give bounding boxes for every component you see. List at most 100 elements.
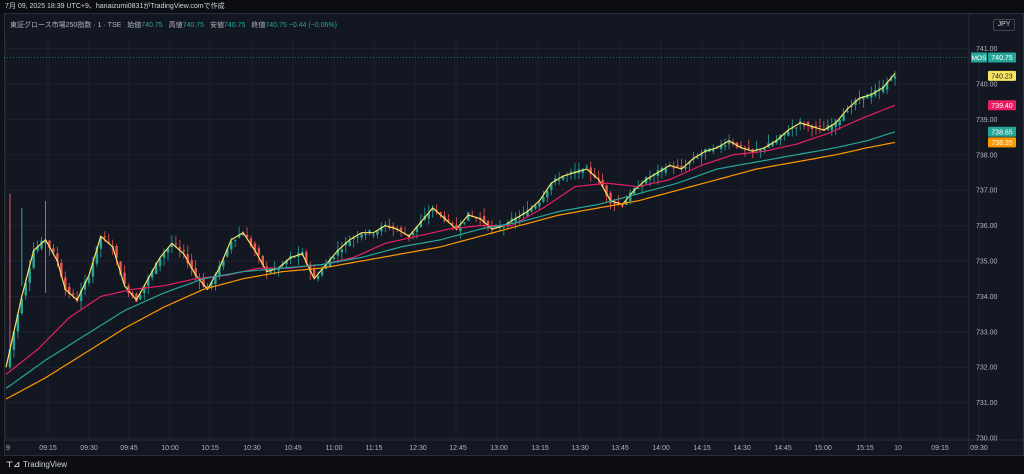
y-tick-label: 730.00: [976, 436, 998, 443]
change-value: −0.44 (−0.06%): [288, 22, 337, 29]
candle-body: [352, 238, 355, 240]
candle-body: [115, 245, 118, 258]
price-tag-box: [988, 126, 1016, 137]
price-tags: 740.75 MOS 740.23 739.40 738.65 738.35: [971, 52, 1016, 148]
candle-body: [858, 98, 861, 100]
candle-body: [48, 240, 51, 248]
candle-body: [107, 241, 110, 243]
low-value: 740.75: [223, 22, 246, 29]
candle-body: [305, 251, 308, 264]
candle-body: [210, 282, 213, 287]
x-tick-label: 14:45: [774, 445, 792, 452]
x-tick-label: 10:45: [284, 445, 302, 452]
candle-body: [510, 218, 513, 222]
candle-body: [8, 349, 12, 368]
price-tag: 740.23: [988, 70, 1016, 81]
x-tick-label: 12:45: [449, 445, 467, 452]
x-tick-label: 13:00: [490, 445, 508, 452]
candle-body: [798, 121, 802, 124]
candle-body: [332, 257, 336, 260]
candle-body: [230, 241, 233, 250]
snapshot-header: 7月 09, 2025 18:39 UTC+9、hanaizumi0831がTr…: [0, 0, 1024, 13]
candle-body: [257, 248, 261, 256]
candle-body: [419, 221, 423, 228]
brand-name[interactable]: TradingView: [23, 460, 68, 469]
candle-body: [597, 177, 600, 179]
candle-body: [249, 238, 253, 246]
candle-body: [95, 246, 99, 264]
candle-body: [455, 224, 458, 230]
x-tick-label: 11:00: [326, 445, 343, 452]
candle-body: [518, 217, 521, 219]
candle-body: [360, 234, 363, 238]
candle-body: [870, 93, 873, 98]
candle-body: [71, 293, 75, 295]
candle-body: [147, 277, 150, 287]
symbol-legend: 東証グロース市場250指数 · 1 · TSE 始値740.75 高値740.7…: [10, 20, 337, 30]
candle-body: [818, 125, 822, 127]
candle-body: [842, 114, 845, 121]
y-tick-label: 739.00: [976, 117, 998, 124]
x-tick-label: 09:45: [120, 445, 138, 452]
price-tag-value: 738.35: [991, 140, 1013, 147]
candle-body: [589, 167, 592, 174]
candle-body: [439, 212, 442, 215]
candle-body: [170, 243, 174, 248]
candle-body: [64, 277, 67, 290]
candle-body: [174, 243, 178, 245]
candle-body: [162, 253, 166, 258]
candle-body: [486, 220, 490, 229]
candle-body: [135, 293, 138, 302]
x-tick-label: 14:15: [693, 445, 711, 452]
ma_long-line: [5, 141, 896, 400]
candle-body: [621, 204, 624, 207]
x-tick-label: 10:15: [201, 445, 219, 452]
candle-body: [324, 263, 328, 269]
candle-body: [380, 226, 383, 232]
candle-body: [32, 250, 35, 268]
candle-body: [633, 188, 636, 195]
candle-body: [534, 205, 537, 209]
low-label: 安値: [209, 22, 224, 29]
candle-body: [178, 246, 182, 250]
currency-button[interactable]: JPY: [993, 19, 1015, 31]
candle-body: [514, 217, 517, 222]
candle-body: [399, 227, 403, 231]
candle-body: [447, 219, 450, 222]
candle-body: [498, 227, 502, 229]
candle-body: [237, 234, 241, 238]
candle-body: [435, 209, 438, 211]
candle-body: [320, 269, 324, 276]
candle-body: [348, 240, 351, 246]
x-tick-label: 10: [894, 445, 902, 452]
candle-body: [36, 246, 39, 251]
price-tag: 738.65: [988, 126, 1016, 137]
close-value: 740.75: [265, 22, 287, 29]
candle-body: [139, 295, 142, 300]
chart-grid: [4, 13, 1024, 456]
tradingview-logo-icon[interactable]: ⊤⊿: [6, 460, 21, 469]
candle-body: [684, 167, 687, 169]
chart-frame[interactable]: [4, 13, 1024, 456]
candle-body: [214, 274, 217, 284]
candle-body: [222, 260, 225, 267]
candle-body: [364, 233, 367, 236]
candle-body: [83, 281, 87, 290]
candle-body: [806, 122, 810, 125]
candle-body: [739, 145, 743, 147]
candle-body: [712, 148, 715, 152]
candle-body: [218, 265, 221, 277]
candle-body: [881, 86, 885, 93]
candle-body: [585, 166, 589, 168]
x-tick-label: 13:45: [611, 445, 629, 452]
candle-body: [526, 209, 529, 217]
ma_slow-line: [5, 131, 896, 389]
candle-body: [277, 267, 280, 271]
y-tick-label: 735.00: [976, 259, 998, 266]
candle-body: [123, 272, 126, 285]
candle-body: [676, 165, 679, 167]
footer-bar: ⊤⊿ TradingView: [0, 456, 1024, 474]
ma_fast-line: [5, 73, 896, 368]
x-tick-label: 12:30: [409, 445, 427, 452]
